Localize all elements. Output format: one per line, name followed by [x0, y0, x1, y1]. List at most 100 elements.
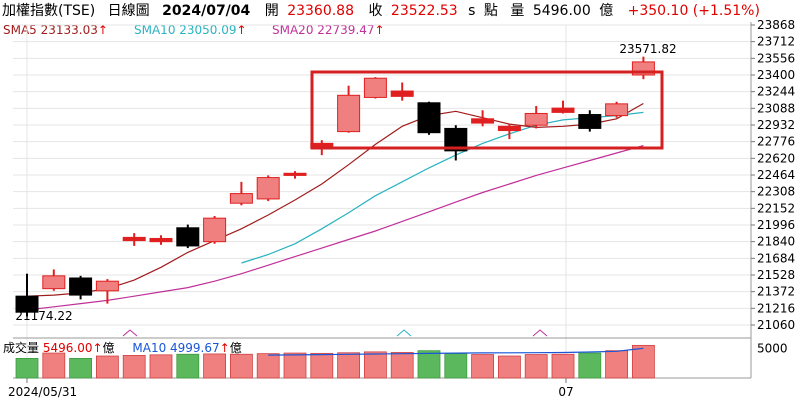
price-tick-label: 21528: [757, 268, 795, 282]
volume-header-value: 5496.00: [42, 341, 93, 355]
volume-axis: 5000: [757, 341, 788, 355]
price-tick-label: 23244: [757, 85, 795, 99]
volume-unit: 億: [599, 3, 614, 19]
candle-body: [417, 102, 441, 134]
candle-body: [363, 77, 387, 98]
volume-bar: [444, 353, 468, 379]
candle-body: [176, 227, 200, 247]
volume-bar: [69, 358, 92, 379]
sma10-line: [241, 111, 644, 264]
candle: [42, 269, 66, 291]
volume-ma10-line: [268, 347, 644, 356]
volume-bar: [96, 355, 119, 379]
candle: [551, 100, 575, 114]
candle: [229, 181, 253, 206]
candle: [69, 275, 93, 300]
up-arrow-icon: ↑: [97, 23, 108, 37]
volume-bar: [363, 351, 387, 379]
candle: [283, 171, 307, 179]
moving-averages: [26, 102, 644, 311]
event-marker: [122, 329, 138, 337]
volume-bar: [578, 352, 602, 379]
price-axis: 23868 23712 23556 23400 23244 23088 22932 22776…: [751, 18, 795, 332]
candle-body: [122, 236, 146, 242]
up-arrow-icon: ↑: [219, 341, 230, 355]
candle: [203, 216, 227, 244]
candle-body: [15, 295, 39, 313]
sma5-line: [26, 102, 644, 297]
candle-body: [149, 237, 173, 243]
event-marker: [532, 329, 548, 337]
up-arrow-icon: ↑: [92, 341, 103, 355]
volume-bar: [176, 353, 200, 379]
price-tick-label: 22152: [757, 201, 795, 215]
candle: [471, 110, 495, 127]
volume-tick-label: 5000: [757, 341, 788, 355]
candle-body: [444, 127, 468, 152]
volume-bar: [551, 353, 575, 379]
change-value: +350.10 (+1.51%): [627, 3, 760, 19]
volume-value: 5496.00: [532, 3, 591, 19]
candle: [122, 233, 146, 246]
volume-bar: [42, 352, 66, 379]
price-tick-label: 21216: [757, 301, 795, 315]
candle-body: [524, 112, 548, 126]
price-tick-label: 22308: [757, 185, 795, 199]
volume-bar: [417, 350, 441, 379]
price-tick-label: 22620: [757, 151, 795, 165]
candle: [15, 273, 39, 317]
volume-bar: [203, 353, 227, 379]
price-tick-label: 22776: [757, 135, 795, 149]
volume-bars: [15, 344, 655, 379]
price-tick-label: 23556: [757, 51, 795, 65]
volume-bar: [122, 355, 146, 379]
open-label: 開: [264, 3, 279, 19]
volume-ma10-label: MA10 4999.67: [132, 341, 220, 355]
up-arrow-icon: ↑: [236, 23, 247, 37]
candle-body: [69, 277, 93, 296]
price-tick-label: 23712: [757, 35, 795, 49]
candle: [605, 101, 629, 118]
candle-body: [551, 107, 575, 113]
low-annotation: 21174.22: [15, 309, 72, 323]
up-arrow-icon: ↑: [374, 23, 385, 37]
index-title: 加權指數(TSE): [2, 3, 96, 19]
sma20-legend: SMA20 22739.47↑: [272, 22, 385, 38]
sma10-legend: SMA10 23050.09↑: [134, 22, 247, 38]
candle-body: [229, 193, 253, 204]
volume-ma10-unit: 億: [229, 341, 242, 355]
price-tick-label: 21996: [757, 218, 795, 232]
price-tick-label: 21372: [757, 285, 795, 299]
candle-body: [203, 217, 227, 243]
volume-bar: [497, 355, 521, 379]
candle-body: [390, 90, 414, 97]
candle: [95, 279, 119, 304]
candle-body: [95, 280, 119, 292]
price-tick-label: 21684: [757, 251, 795, 265]
sma10-label: SMA10 23050.09: [134, 23, 237, 37]
event-marker: [396, 329, 412, 337]
high-annotation: 23571.82: [619, 42, 676, 56]
candle: [417, 101, 441, 135]
candlesticks: [15, 56, 655, 317]
open-value: 23360.88: [287, 3, 354, 19]
candle-body: [605, 103, 629, 117]
volume-bar: [149, 354, 173, 379]
candle: [578, 110, 602, 132]
date-label-july: 07: [558, 385, 573, 399]
candle: [256, 175, 280, 202]
volume-header: 成交量 5496.00↑億 MA10 4999.67↑億: [3, 339, 242, 356]
close-value: 23522.53: [390, 3, 458, 19]
points-unit: 點: [483, 3, 498, 19]
price-tick-label: 22464: [757, 168, 795, 182]
candle-body: [283, 172, 307, 176]
candle-body: [42, 275, 66, 290]
candle: [363, 77, 387, 99]
close-label: 收: [368, 3, 383, 19]
price-tick-label: 23400: [757, 68, 795, 82]
candle-body: [471, 118, 495, 124]
candle: [497, 124, 521, 140]
candle-body: [578, 114, 602, 129]
candle-body: [497, 125, 521, 132]
